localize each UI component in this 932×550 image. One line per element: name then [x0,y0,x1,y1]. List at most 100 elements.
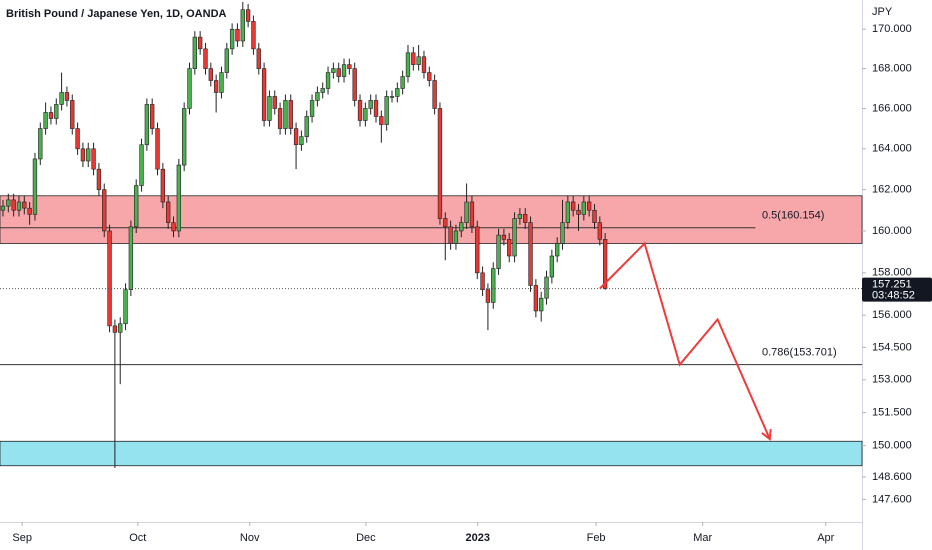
candle-body [144,104,150,146]
candle-body [469,201,475,228]
candle-body [107,230,112,327]
x-tick-label: Apr [817,532,834,544]
candle-body [80,148,86,162]
candle-body [357,100,363,121]
candle-body [96,168,102,190]
candle-body [507,238,512,257]
candle-body [560,222,565,244]
candle-body [118,323,123,333]
candle-body [219,72,224,93]
candle-body [293,128,299,146]
y-tick-label: 170.000 [872,23,912,35]
y-tick-label: 164.000 [872,143,912,155]
chart-title: British Pound / Japanese Yen, 1D, OANDA [6,8,227,20]
candle-body [480,272,485,291]
candle-body [336,68,341,77]
candle-body [448,226,453,244]
candle-body [368,100,373,109]
x-tick-label: 2023 [466,532,490,544]
candle-body [213,80,219,93]
candle-body [491,268,496,303]
candle-body [91,148,96,170]
level-label: 0.5(160.154) [762,210,824,222]
candle-body [240,9,245,42]
candle-body [299,136,304,146]
projection-path [599,241,771,440]
candle-body [22,201,27,209]
candle-body [59,92,64,105]
x-tick-label: Oct [129,532,146,544]
last-price-tag [862,277,932,302]
candle-body [256,48,261,69]
candle-body [203,48,208,69]
candle-body [11,199,16,211]
candle-body [565,201,571,223]
y-tick-label: 158.000 [872,267,912,279]
candle-body [75,128,80,150]
candle-body [395,88,400,97]
y-tick-label: 166.000 [872,102,912,114]
candle-body [400,76,405,89]
candle-body [134,185,139,228]
candle-body [315,92,320,101]
candle-body [208,68,213,81]
candle-body [533,285,539,312]
candle-body [43,112,48,129]
candle-body [166,201,171,223]
candle-body [102,189,107,232]
candle-body [475,226,480,274]
candle-body [267,96,272,121]
candle-body [54,104,59,119]
candle-body [139,144,144,186]
candle-body [251,21,256,50]
candle-body [187,68,192,109]
candle-body [539,297,544,312]
candle-body [389,96,395,98]
candle-body [48,112,54,119]
candle-body [160,168,166,203]
y-tick-label: 147.600 [872,493,912,505]
candle-body [277,108,283,129]
y-tick-label: 154.500 [872,341,912,353]
y-tick-label: 160.000 [872,225,912,237]
candle-body [501,234,507,240]
candle-body [176,164,182,232]
candle-body [352,68,357,101]
candle-body [283,100,288,129]
candle-body [331,68,336,73]
candle-body [571,201,576,211]
candle-body [581,201,586,215]
candle-body [432,80,437,109]
candle-body [453,230,459,244]
candle-body [485,289,491,303]
candle-body [6,199,11,207]
candle-body [123,289,128,325]
candle-body [245,9,251,22]
candle-body [155,128,160,170]
candle-body [379,116,384,125]
candle-body [405,52,411,77]
x-tick-label: Dec [356,532,376,544]
candle-body [192,36,197,69]
candle-body [38,128,43,160]
candle-body [229,28,235,50]
candle-body [555,243,560,257]
projection-arrowhead [761,429,772,441]
candle-body [496,234,501,269]
candle-body [112,325,118,333]
candle-body [416,56,421,65]
candle-body [197,36,203,50]
candle-body [512,218,517,257]
candle-body [597,222,602,240]
x-tick-label: Mar [693,532,712,544]
candle-body [528,222,533,286]
candle-body [523,214,528,223]
candle-body [517,214,523,219]
candle-body [347,64,352,69]
candle-body [171,222,176,232]
last-price-label: 157.251 [872,279,912,291]
candle-body [309,100,315,117]
candle-body [421,56,427,73]
